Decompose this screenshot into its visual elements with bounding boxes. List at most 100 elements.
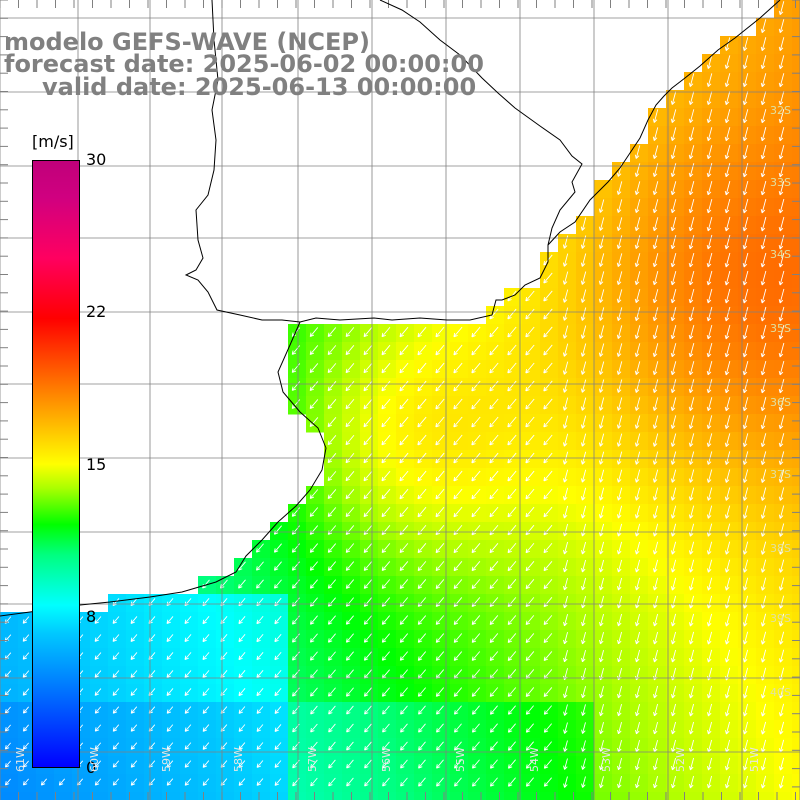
speed-cell xyxy=(720,594,739,613)
lat-label: 36S xyxy=(770,396,791,409)
speed-cell xyxy=(486,576,505,595)
speed-cell xyxy=(270,558,289,577)
wind-arrow xyxy=(543,560,553,572)
speed-cell xyxy=(648,360,667,379)
speed-cell xyxy=(162,720,181,739)
wind-arrow xyxy=(778,613,785,627)
wind-arrow xyxy=(381,434,391,446)
speed-cell xyxy=(270,720,289,739)
speed-cell xyxy=(756,396,775,415)
speed-cell xyxy=(738,198,757,217)
wind-arrow xyxy=(670,127,677,141)
wind-arrow xyxy=(255,543,264,553)
wind-arrow xyxy=(778,775,785,789)
speed-cell xyxy=(360,630,379,649)
speed-cell xyxy=(756,36,775,55)
speed-cell xyxy=(522,774,541,793)
speed-cell xyxy=(216,648,235,667)
speed-cell xyxy=(720,792,739,800)
speed-cell xyxy=(702,72,721,91)
wind-arrow xyxy=(309,381,319,392)
speed-cell xyxy=(252,594,271,613)
speed-cell xyxy=(324,684,343,703)
speed-cell xyxy=(522,594,541,613)
speed-cell xyxy=(108,774,127,793)
speed-cell xyxy=(414,576,433,595)
speed-cell xyxy=(684,90,703,109)
wind-arrow xyxy=(435,524,445,536)
speed-cell xyxy=(432,378,451,397)
wind-arrow xyxy=(309,615,318,625)
wind-arrow xyxy=(543,362,553,374)
speed-cell xyxy=(468,594,487,613)
speed-cell xyxy=(90,648,109,667)
speed-cell xyxy=(360,342,379,361)
speed-cell xyxy=(216,720,235,739)
wind-arrow xyxy=(363,434,373,446)
wind-arrow xyxy=(399,651,409,661)
wind-arrow xyxy=(399,470,409,482)
wind-arrow xyxy=(634,541,641,555)
wind-arrow xyxy=(543,759,552,769)
wind-arrow xyxy=(453,506,463,518)
speed-cell xyxy=(666,540,685,559)
wind-arrow xyxy=(471,434,481,446)
wind-arrow xyxy=(706,288,713,304)
speed-cell xyxy=(792,504,800,523)
speed-cell xyxy=(486,306,505,325)
wind-arrow xyxy=(670,181,677,196)
speed-cell xyxy=(774,234,793,253)
wind-arrow xyxy=(760,109,767,124)
speed-cell xyxy=(468,504,487,523)
speed-cell xyxy=(792,432,800,451)
wind-arrow xyxy=(671,775,677,789)
wind-arrow xyxy=(202,688,210,697)
wind-arrow xyxy=(525,615,535,626)
wind-arrow xyxy=(471,416,481,428)
speed-cell xyxy=(792,774,800,793)
wind-arrow xyxy=(274,706,282,714)
wind-arrow xyxy=(742,162,749,178)
wind-arrow xyxy=(364,741,372,751)
wind-arrow xyxy=(381,597,391,607)
speed-cell xyxy=(648,540,667,559)
speed-cell xyxy=(774,666,793,685)
speed-cell xyxy=(558,450,577,469)
speed-cell xyxy=(738,288,757,307)
wind-arrow xyxy=(525,470,535,482)
wind-arrow xyxy=(184,616,192,625)
speed-cell xyxy=(630,558,649,577)
speed-cell xyxy=(72,774,91,793)
speed-cell xyxy=(468,792,487,800)
wind-arrow xyxy=(688,577,695,591)
speed-cell xyxy=(684,648,703,667)
wind-arrow xyxy=(742,541,749,555)
wind-arrow xyxy=(652,199,659,214)
speed-cell xyxy=(630,774,649,793)
speed-cell xyxy=(468,702,487,721)
wind-arrow xyxy=(525,777,534,787)
wind-arrow xyxy=(706,145,713,160)
speed-cell xyxy=(126,612,145,631)
wind-arrow xyxy=(310,705,318,715)
wind-arrow xyxy=(112,670,120,678)
wind-arrow xyxy=(130,688,138,696)
speed-cell xyxy=(792,234,800,253)
speed-cell xyxy=(360,522,379,541)
wind-arrow xyxy=(760,324,767,340)
speed-cell xyxy=(792,396,800,415)
speed-cell xyxy=(666,630,685,649)
wind-arrow xyxy=(616,379,623,393)
speed-cell xyxy=(288,360,307,379)
wind-arrow xyxy=(22,778,29,786)
wind-arrow xyxy=(363,579,373,589)
speed-cell xyxy=(162,756,181,775)
wind-arrow xyxy=(760,91,767,106)
speed-cell xyxy=(756,144,775,163)
wind-arrow xyxy=(689,739,695,753)
speed-cell xyxy=(90,774,109,793)
wind-arrow xyxy=(436,705,444,715)
speed-cell xyxy=(342,576,361,595)
wind-arrow xyxy=(525,633,535,644)
speed-cell xyxy=(270,738,289,757)
